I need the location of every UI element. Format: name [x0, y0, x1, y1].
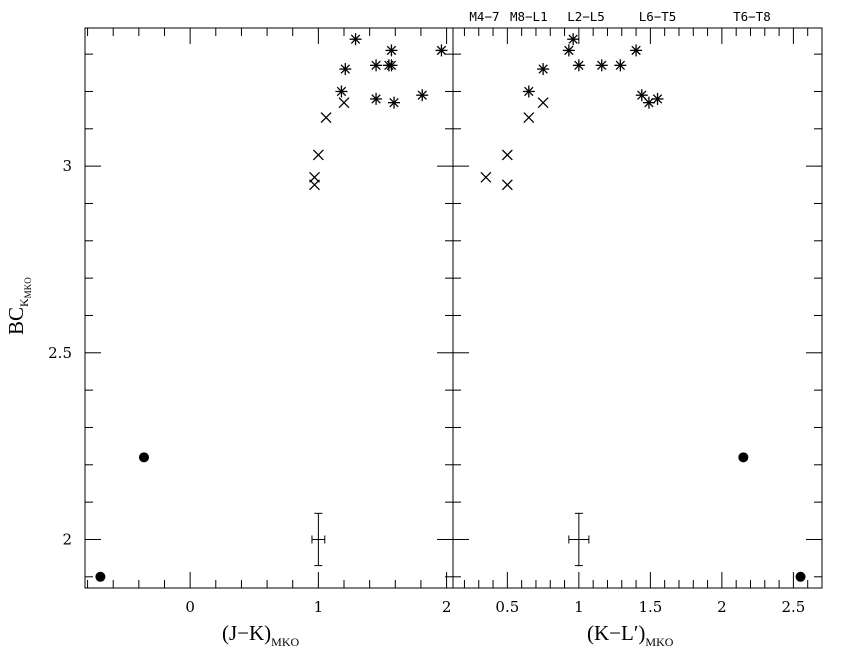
x-axis-label-left: (J−K)MKO	[222, 621, 300, 649]
asterisk-stroke	[336, 86, 347, 97]
asterisk-marker	[614, 59, 627, 72]
asterisk-marker	[385, 44, 398, 57]
asterisk-marker	[388, 96, 401, 109]
y-axis-label-main: BC	[4, 307, 28, 335]
cross-stroke	[537, 97, 549, 109]
asterisk-stroke	[436, 45, 447, 56]
asterisk-stroke	[524, 86, 534, 97]
x-tick-label: 1	[314, 598, 324, 616]
cross-stroke	[501, 179, 513, 191]
cross-marker	[537, 97, 549, 109]
y-tick-label: 2.5	[48, 344, 72, 362]
dot-marker	[795, 571, 806, 582]
asterisk-stroke	[340, 64, 350, 74]
cross-marker	[480, 171, 492, 183]
spectral-type-labels: M4−7 M8−L1 L2−L5 L6−T5 T6−T8	[469, 9, 770, 24]
cross-marker	[523, 112, 535, 124]
asterisk-marker	[630, 44, 643, 57]
y-tick-label: 2	[62, 530, 72, 548]
axis-ticks	[85, 28, 823, 588]
x-tick-label: 2	[717, 598, 727, 616]
asterisk-stroke	[615, 60, 626, 71]
x-tick-label: 1.5	[638, 598, 662, 616]
panel-frames	[84, 27, 823, 589]
asterisk-marker	[635, 89, 648, 102]
asterisk-stroke	[386, 45, 397, 56]
cross-stroke	[480, 171, 492, 183]
cross-marker	[501, 149, 513, 161]
asterisk-marker	[416, 89, 429, 102]
asterisk-stroke	[631, 45, 641, 56]
x-axis-label-right: (K−L′)MKO	[587, 621, 674, 649]
asterisk-marker	[435, 44, 448, 57]
x-tick-label: 2	[442, 598, 452, 616]
spectral-type-label: M8−L1	[510, 9, 548, 24]
asterisk-marker	[572, 59, 585, 72]
error-bar	[568, 512, 590, 567]
spectral-type-label: L2−L5	[567, 9, 605, 24]
cross-stroke	[338, 97, 350, 109]
cross-stroke	[309, 179, 320, 191]
asterisk-marker	[651, 92, 664, 105]
cross-stroke	[312, 149, 324, 161]
panel-frame-right	[452, 27, 823, 589]
cross-marker	[312, 149, 324, 161]
asterisk-stroke	[371, 60, 381, 71]
cross-marker	[309, 179, 320, 191]
asterisk-marker	[562, 44, 575, 57]
asterisk-marker	[335, 85, 348, 98]
asterisk-stroke	[597, 60, 607, 71]
asterisk-stroke	[637, 90, 647, 100]
y-axis-label-sub: K	[17, 298, 31, 307]
asterisk-stroke	[350, 34, 361, 44]
x-axis-label-left-sub: MKO	[271, 635, 299, 649]
asterisk-stroke	[652, 94, 663, 104]
x-axis-label-right-sub: MKO	[645, 635, 673, 649]
cross-marker	[338, 97, 350, 109]
asterisk-stroke	[386, 60, 397, 71]
cross-marker	[501, 179, 513, 191]
cross-stroke	[320, 112, 332, 124]
x-axis-label-left-main: (J−K)	[222, 621, 271, 645]
asterisk-marker	[370, 92, 383, 105]
asterisk-stroke	[371, 94, 381, 104]
asterisk-marker	[522, 85, 535, 98]
panel-frame-left	[84, 27, 454, 589]
spectral-type-label: T6−T8	[733, 9, 771, 24]
asterisk-stroke	[538, 64, 548, 74]
asterisk-marker	[385, 59, 398, 72]
asterisk-marker	[595, 59, 608, 72]
cross-marker	[320, 112, 332, 124]
cross-stroke	[523, 112, 535, 124]
y-tick-label: 3	[62, 157, 72, 175]
x-tick-label: 0	[185, 598, 195, 616]
asterisk-stroke	[574, 60, 584, 71]
x-tick-label: 2.5	[781, 598, 805, 616]
asterisk-marker	[339, 63, 352, 76]
y-axis-label: BCKMKO	[4, 277, 33, 335]
asterisk-stroke	[389, 97, 399, 108]
asterisk-stroke	[568, 34, 578, 44]
asterisk-stroke	[417, 90, 427, 100]
dot-marker	[138, 452, 149, 463]
spectral-type-label: L6−T5	[639, 9, 677, 24]
asterisk-marker	[349, 33, 362, 46]
asterisk-stroke	[644, 97, 654, 108]
spectral-type-label: M4−7	[469, 9, 499, 24]
x-axis-label-right-main: (K−L′)	[587, 621, 645, 645]
tick-labels: 0 1 2 2 2.5 3 0.5 1 1.5 2 2.5	[48, 157, 805, 616]
error-bar	[311, 512, 326, 567]
x-tick-label: 0.5	[495, 598, 519, 616]
asterisk-stroke	[564, 45, 574, 56]
asterisk-marker	[567, 33, 580, 46]
x-tick-label: 1	[574, 598, 584, 616]
asterisk-marker	[370, 59, 383, 72]
dot-marker	[738, 452, 749, 463]
dot-marker	[95, 571, 106, 582]
data-marks	[95, 33, 806, 582]
asterisk-marker	[537, 63, 550, 76]
cross-stroke	[501, 149, 513, 161]
y-axis-label-subsub: MKO	[23, 277, 33, 299]
